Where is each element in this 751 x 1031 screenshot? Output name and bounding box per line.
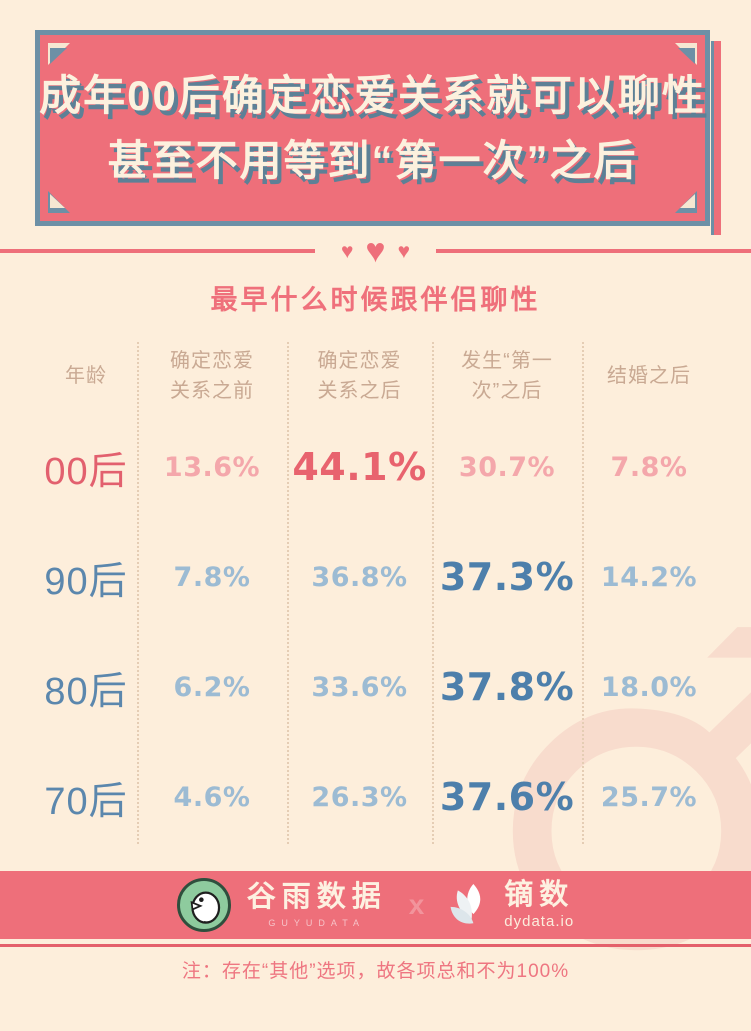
- table-row: 70后 4.6% 26.3% 37.6% 25.7%: [35, 742, 716, 852]
- column-divider: [582, 342, 584, 844]
- banner-shadow-ornament: [711, 41, 721, 235]
- guyu-brand-name: 谷雨数据: [246, 881, 387, 914]
- column-divider: [137, 342, 139, 844]
- row-label: 80后: [44, 670, 128, 713]
- cell-value: 14.2%: [600, 561, 698, 593]
- cell-value: 13.6%: [163, 451, 261, 483]
- divider-line: [436, 249, 751, 253]
- cell-value: 7.8%: [173, 561, 251, 593]
- guyu-brand-subtitle: GUYUDATA: [268, 917, 366, 928]
- cell-value: 30.7%: [458, 451, 556, 483]
- row-label: 00后: [44, 450, 128, 493]
- corner-ornament-icon: [48, 43, 70, 65]
- cell-value: 18.0%: [600, 671, 698, 703]
- heart-icon: ♥: [397, 239, 411, 263]
- column-header-after-relationship: 确定恋爱 关系之后: [317, 350, 402, 402]
- heart-icon: ♥: [365, 232, 386, 270]
- guyu-bird-logo-icon: [176, 878, 231, 932]
- table-header-row: 年龄 确定恋爱 关系之前 确定恋爱 关系之后 发生“第一 次”之后 结婚之后: [35, 340, 716, 412]
- row-label: 70后: [44, 780, 128, 823]
- column-header-after-marriage: 结婚之后: [607, 365, 691, 387]
- dydata-leaf-icon: [450, 884, 481, 924]
- column-header-age: 年龄: [65, 365, 107, 387]
- table-row: 90后 7.8% 36.8% 37.3% 14.2%: [35, 522, 716, 632]
- divider-line: [0, 249, 315, 253]
- page-title-line2: 甚至不用等到“第一次”之后: [107, 137, 638, 184]
- dydata-brand-url: dydata.io: [504, 913, 575, 931]
- guyu-brand-text: 谷雨数据 GUYUDATA: [246, 881, 387, 928]
- brand-footer: 谷雨数据 GUYUDATA x 镝数 dydata.io: [0, 871, 751, 939]
- column-header-after-first-time: 发生“第一 次”之后: [461, 350, 553, 402]
- chart-title: 最早什么时候跟伴侣聊性: [210, 285, 541, 315]
- column-divider: [432, 342, 434, 844]
- heart-icon: ♥: [340, 239, 354, 263]
- corner-ornament-icon: [48, 191, 70, 213]
- corner-ornament-icon: [675, 43, 697, 65]
- collab-x-separator: x: [408, 889, 425, 920]
- table-row: 80后 6.2% 33.6% 37.8% 18.0%: [35, 632, 716, 742]
- hearts-divider: ♥ ♥ ♥: [0, 232, 751, 270]
- row-label: 90后: [44, 560, 128, 603]
- cell-value: 25.7%: [600, 781, 698, 813]
- cell-value: 6.2%: [173, 671, 251, 703]
- cell-value-highlight: 44.1%: [292, 445, 427, 489]
- cell-value: 4.6%: [173, 781, 251, 813]
- corner-ornament-icon: [675, 191, 697, 213]
- dydata-brand-name: 镝数: [504, 878, 575, 911]
- cell-value: 36.8%: [311, 561, 408, 593]
- cell-value: 26.3%: [311, 781, 408, 813]
- dydata-brand-text: 镝数 dydata.io: [504, 878, 575, 931]
- column-divider: [287, 342, 289, 844]
- footer-divider-line: [0, 944, 751, 947]
- cell-value-highlight: 37.3%: [439, 555, 575, 599]
- table-row: 00后 13.6% 44.1% 30.7% 7.8%: [35, 412, 716, 522]
- title-banner: 成年00后确定恋爱关系就可以聊性 甚至不用等到“第一次”之后: [35, 30, 721, 235]
- cell-value: 7.8%: [610, 451, 688, 483]
- cell-value-highlight: 37.8%: [439, 665, 575, 709]
- page-title-line1: 成年00后确定恋爱关系就可以聊性: [39, 71, 706, 119]
- data-table: 年龄 确定恋爱 关系之前 确定恋爱 关系之后 发生“第一 次”之后 结婚之后 0…: [35, 340, 716, 852]
- footnote: 注：存在“其他”选项，故各项总和不为100%: [181, 961, 570, 982]
- column-header-before-relationship: 确定恋爱 关系之前: [170, 350, 254, 402]
- cell-value: 33.6%: [311, 671, 408, 703]
- cell-value-highlight: 37.6%: [439, 775, 575, 819]
